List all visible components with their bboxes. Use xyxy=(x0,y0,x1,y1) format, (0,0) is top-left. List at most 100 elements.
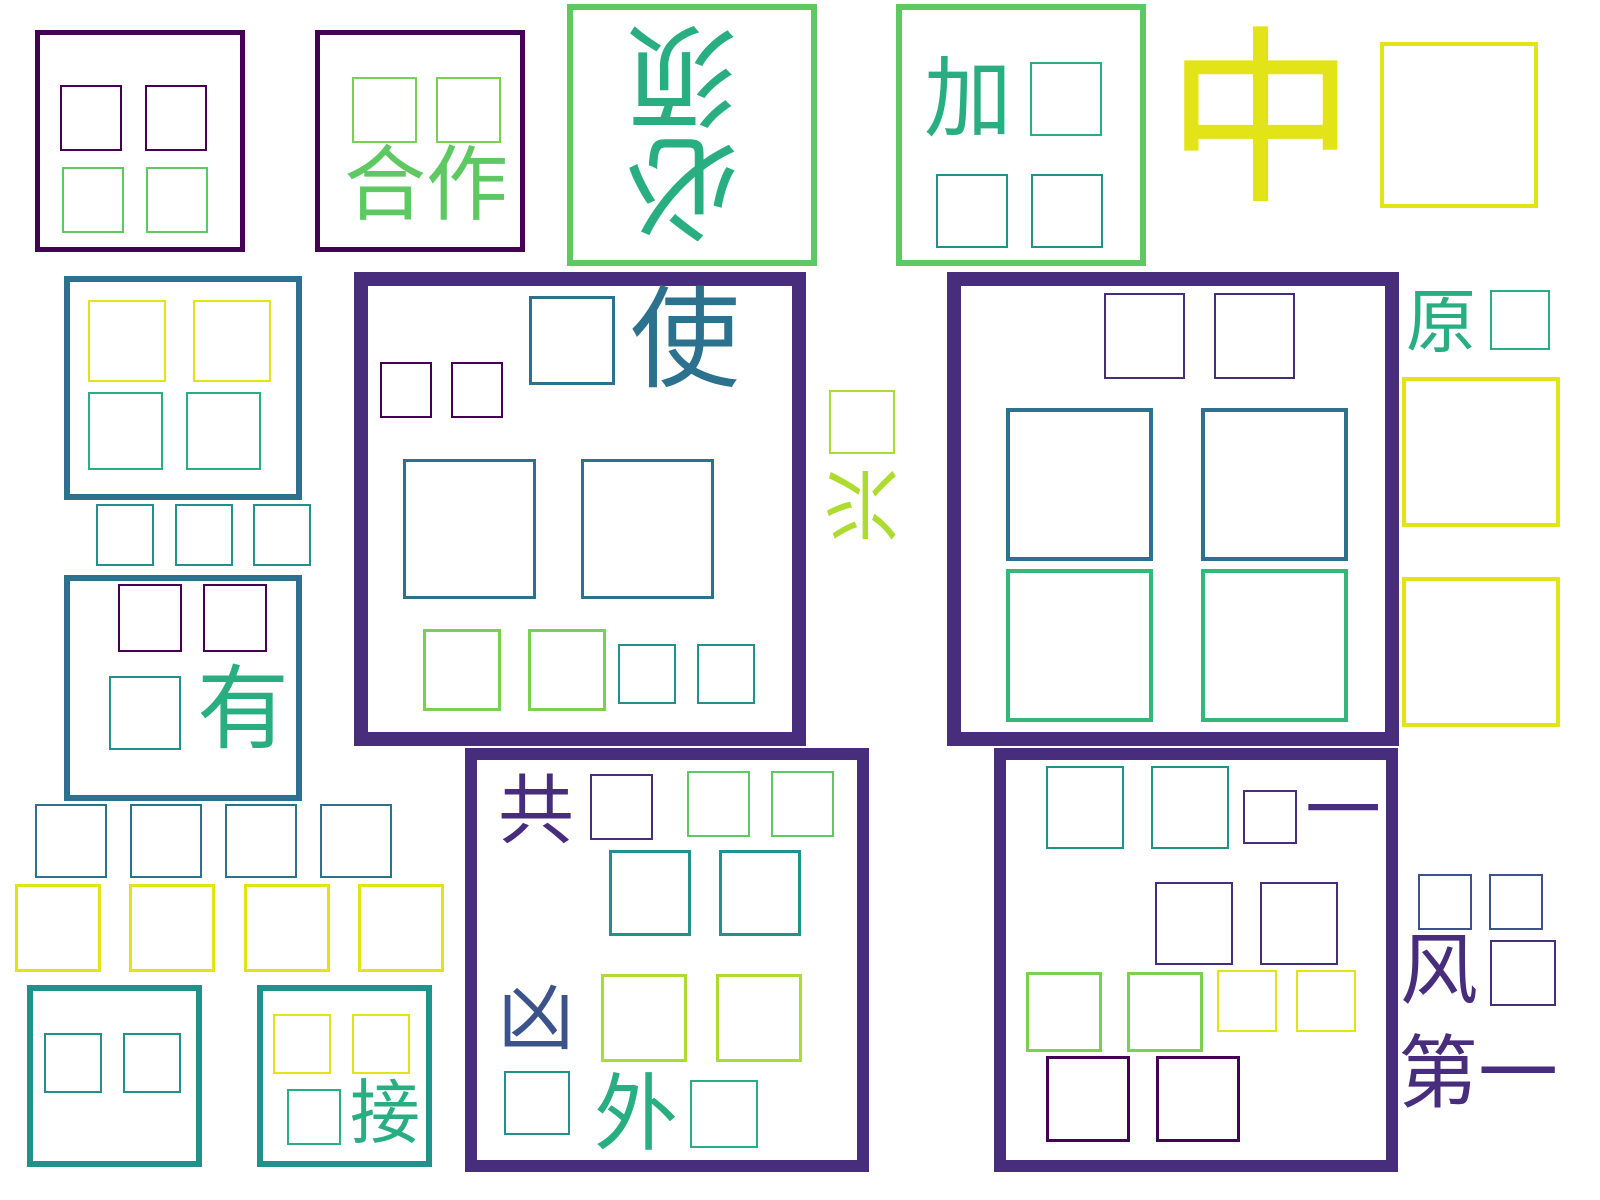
glyph-box xyxy=(590,774,653,840)
word-frame xyxy=(257,985,432,1167)
glyph-box xyxy=(690,1080,758,1148)
glyph-box xyxy=(936,174,1008,248)
glyph-box xyxy=(352,1014,410,1074)
glyph-box xyxy=(1380,42,1538,208)
glyph-box xyxy=(1155,882,1233,965)
glyph-box xyxy=(62,167,124,233)
glyph-box xyxy=(1260,882,1338,965)
word-label: 加 xyxy=(924,47,1013,150)
glyph-box xyxy=(436,77,501,143)
word-label: 有 xyxy=(197,656,290,763)
glyph-box xyxy=(697,644,755,704)
glyph-box xyxy=(1151,766,1229,849)
word-frame xyxy=(354,272,806,746)
word-frame xyxy=(896,4,1146,266)
glyph-box xyxy=(1418,874,1472,930)
word-frame xyxy=(64,276,302,500)
glyph-box xyxy=(273,1014,331,1074)
glyph-box xyxy=(44,1033,102,1093)
glyph-box xyxy=(88,300,166,382)
word-label: 外 xyxy=(594,1065,679,1163)
word-frame xyxy=(64,575,302,801)
word-frame xyxy=(35,30,245,252)
glyph-box xyxy=(225,804,297,878)
glyph-box xyxy=(88,392,163,470)
word-label: 合作 xyxy=(344,138,509,233)
glyph-box xyxy=(1006,569,1153,722)
glyph-box xyxy=(1296,970,1356,1032)
glyph-box xyxy=(1046,1056,1130,1142)
word-label: 中 xyxy=(1166,10,1357,231)
glyph-box xyxy=(1402,577,1560,727)
glyph-box xyxy=(96,504,154,566)
word-frame xyxy=(465,748,869,1172)
glyph-box xyxy=(1217,970,1277,1032)
glyph-box xyxy=(1490,940,1556,1006)
glyph-box xyxy=(1201,569,1348,722)
glyph-box xyxy=(1243,790,1297,844)
word-label: 必须 xyxy=(627,22,757,246)
glyph-box xyxy=(60,85,122,151)
glyph-box xyxy=(1214,293,1295,379)
glyph-box xyxy=(1156,1056,1240,1142)
glyph-box xyxy=(352,77,417,143)
word-frame xyxy=(27,985,202,1167)
word-label: 兴 xyxy=(819,467,908,543)
glyph-box xyxy=(451,362,503,418)
glyph-box xyxy=(287,1089,341,1145)
glyph-box xyxy=(1104,293,1185,379)
word-label: 凶 xyxy=(498,973,574,1062)
word-frame xyxy=(947,272,1399,746)
glyph-box xyxy=(687,771,750,837)
glyph-box xyxy=(186,392,261,470)
glyph-box xyxy=(1490,290,1550,350)
glyph-box xyxy=(716,974,802,1062)
glyph-box xyxy=(175,504,233,566)
word-label: 共 xyxy=(498,766,574,855)
glyph-box xyxy=(1030,62,1102,136)
glyph-box xyxy=(109,676,181,750)
glyph-box xyxy=(601,974,687,1062)
word-label: 风 xyxy=(1400,926,1479,1016)
glyph-box xyxy=(423,629,501,711)
glyph-box xyxy=(618,644,676,704)
glyph-box xyxy=(146,167,208,233)
glyph-box xyxy=(1489,874,1543,930)
word-label: 一 xyxy=(1305,766,1381,855)
glyph-box xyxy=(1127,972,1203,1052)
glyph-box xyxy=(380,362,432,418)
glyph-box xyxy=(1046,766,1124,849)
glyph-box xyxy=(15,884,101,972)
word-frame xyxy=(994,748,1398,1172)
glyph-box xyxy=(1031,174,1103,248)
glyph-box xyxy=(145,85,207,151)
glyph-box xyxy=(403,459,536,599)
glyph-box xyxy=(244,884,330,972)
glyph-box xyxy=(118,584,182,652)
word-label: 原 xyxy=(1406,281,1476,363)
word-label: 使 xyxy=(630,276,740,404)
glyph-box xyxy=(504,1071,570,1135)
glyph-box xyxy=(1402,377,1560,527)
glyph-box xyxy=(528,629,606,711)
word-frame xyxy=(567,4,817,266)
glyph-box xyxy=(719,850,801,936)
glyph-box xyxy=(1026,972,1102,1052)
glyph-box xyxy=(130,804,202,878)
glyph-box xyxy=(581,459,714,599)
word-frame xyxy=(315,30,525,252)
glyph-box xyxy=(123,1033,181,1093)
glyph-box xyxy=(771,771,834,837)
glyph-box xyxy=(253,504,311,566)
glyph-box xyxy=(193,300,271,382)
glyph-box xyxy=(1006,408,1153,561)
glyph-box xyxy=(529,296,615,385)
glyph-box xyxy=(829,390,895,454)
word-label: 第一 xyxy=(1398,1027,1558,1120)
glyph-box xyxy=(609,850,691,936)
glyph-box xyxy=(35,804,107,878)
glyph-box xyxy=(320,804,392,878)
glyph-box xyxy=(203,584,267,652)
glyph-box xyxy=(129,884,215,972)
word-label: 接 xyxy=(350,1072,420,1154)
